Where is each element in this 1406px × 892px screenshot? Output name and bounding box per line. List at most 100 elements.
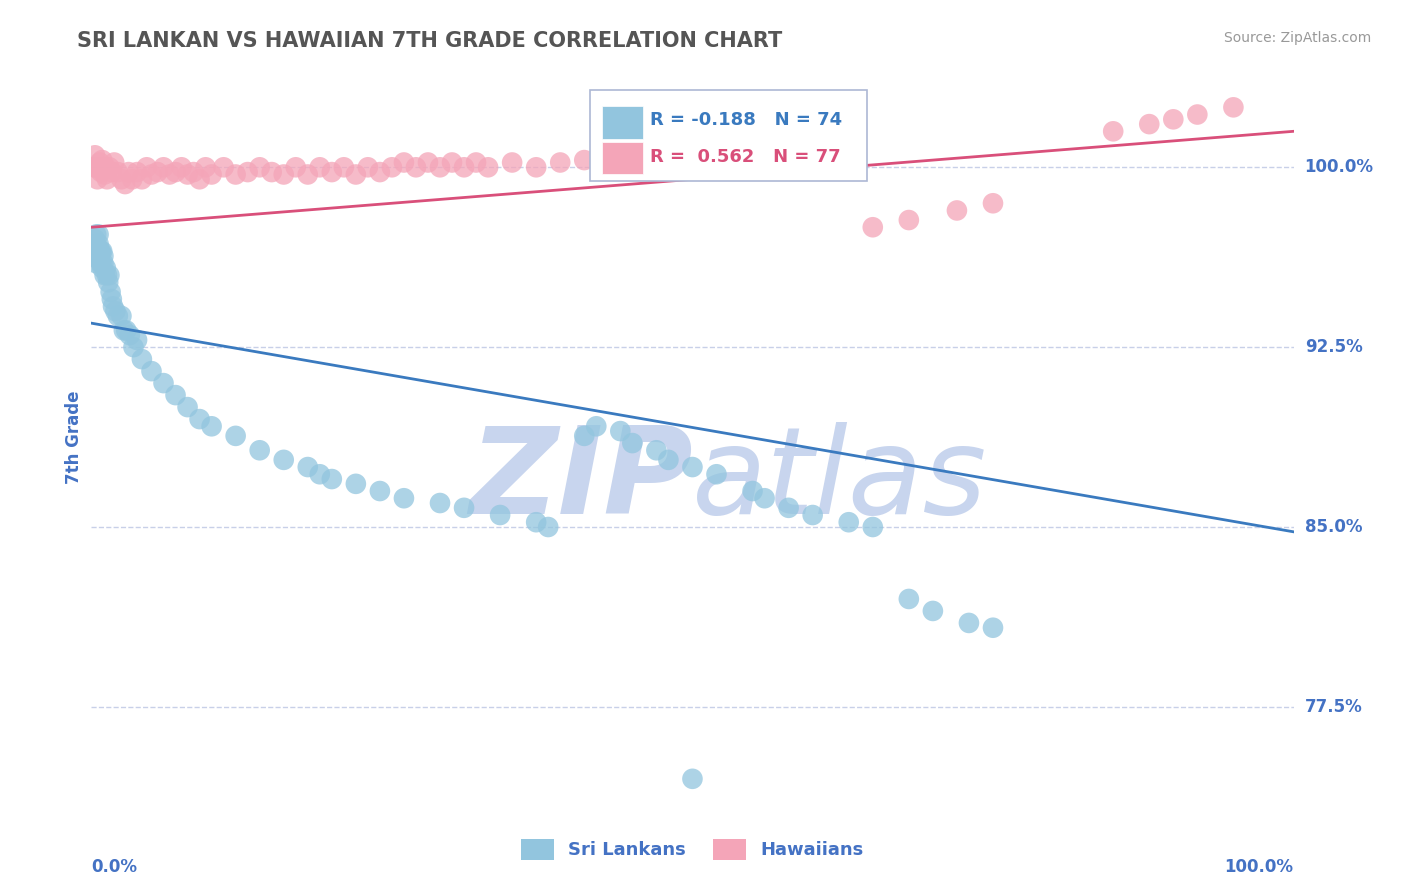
Point: [225, 168, 247, 182]
Point: [118, 328, 141, 343]
Point: [922, 604, 945, 618]
Point: [897, 591, 920, 606]
Text: R = -0.188   N = 74: R = -0.188 N = 74: [651, 111, 842, 128]
Point: [212, 161, 235, 175]
Point: [801, 508, 824, 522]
Point: [489, 508, 512, 522]
Point: [101, 292, 124, 306]
Point: [236, 165, 259, 179]
Point: [103, 155, 125, 169]
Point: [321, 472, 343, 486]
Text: 85.0%: 85.0%: [1305, 518, 1362, 536]
Point: [90, 244, 112, 259]
Point: [645, 148, 668, 162]
Point: [89, 155, 111, 169]
Point: [754, 491, 776, 506]
Point: [201, 419, 224, 434]
Point: [110, 309, 132, 323]
Text: atlas: atlas: [692, 423, 988, 540]
FancyBboxPatch shape: [602, 142, 643, 174]
Point: [83, 244, 105, 259]
Point: [122, 340, 145, 354]
Point: [96, 172, 118, 186]
Point: [297, 460, 319, 475]
Point: [862, 220, 884, 235]
Point: [574, 429, 596, 443]
Point: [598, 148, 620, 162]
Point: [1137, 117, 1160, 131]
Point: [981, 621, 1004, 635]
Point: [91, 153, 114, 167]
Point: [96, 268, 118, 283]
Point: [524, 515, 547, 529]
Point: [681, 772, 703, 786]
Point: [681, 141, 703, 155]
Point: [188, 172, 211, 186]
Point: [86, 172, 108, 186]
Point: [152, 161, 174, 175]
Point: [101, 165, 124, 179]
Point: [135, 161, 157, 175]
Point: [141, 168, 163, 182]
Point: [308, 467, 330, 482]
Point: [89, 244, 111, 259]
Text: 100.0%: 100.0%: [1225, 858, 1294, 876]
Point: [94, 161, 117, 175]
Point: [273, 168, 295, 182]
Point: [125, 333, 148, 347]
Point: [225, 429, 247, 443]
Point: [838, 515, 860, 529]
Point: [176, 168, 198, 182]
Point: [645, 443, 668, 458]
Point: [170, 161, 193, 175]
Point: [86, 252, 108, 266]
Point: [308, 161, 330, 175]
Point: [93, 161, 115, 175]
Point: [249, 443, 271, 458]
Point: [778, 500, 800, 515]
Y-axis label: 7th Grade: 7th Grade: [65, 391, 83, 483]
Point: [131, 172, 153, 186]
Point: [89, 249, 111, 263]
Text: R =  0.562   N = 77: R = 0.562 N = 77: [651, 148, 841, 166]
Point: [717, 148, 740, 162]
Point: [344, 168, 367, 182]
Point: [1187, 107, 1209, 121]
Text: 0.0%: 0.0%: [91, 858, 138, 876]
Point: [284, 161, 307, 175]
Point: [405, 161, 427, 175]
Point: [946, 203, 969, 218]
Point: [152, 376, 174, 391]
Point: [657, 453, 679, 467]
Point: [98, 268, 121, 283]
Point: [706, 467, 728, 482]
Point: [159, 168, 181, 182]
Point: [115, 323, 138, 337]
Point: [101, 299, 124, 313]
Point: [440, 155, 463, 169]
Legend: Sri Lankans, Hawaiians: Sri Lankans, Hawaiians: [515, 831, 870, 867]
Point: [477, 161, 499, 175]
Text: Source: ZipAtlas.com: Source: ZipAtlas.com: [1223, 31, 1371, 45]
Point: [1161, 112, 1184, 127]
Point: [501, 155, 523, 169]
Point: [814, 136, 837, 151]
Point: [87, 227, 110, 242]
Point: [741, 483, 763, 498]
Point: [131, 352, 153, 367]
Point: [260, 165, 283, 179]
Point: [100, 285, 122, 299]
Point: [897, 213, 920, 227]
Point: [357, 161, 380, 175]
Point: [621, 436, 644, 450]
Point: [146, 165, 169, 179]
Point: [141, 364, 163, 378]
Point: [754, 144, 776, 158]
Text: ZIP: ZIP: [468, 423, 692, 540]
FancyBboxPatch shape: [602, 106, 643, 138]
Point: [84, 237, 107, 252]
Point: [91, 244, 114, 259]
Point: [537, 520, 560, 534]
Point: [84, 161, 107, 175]
Point: [104, 304, 127, 318]
